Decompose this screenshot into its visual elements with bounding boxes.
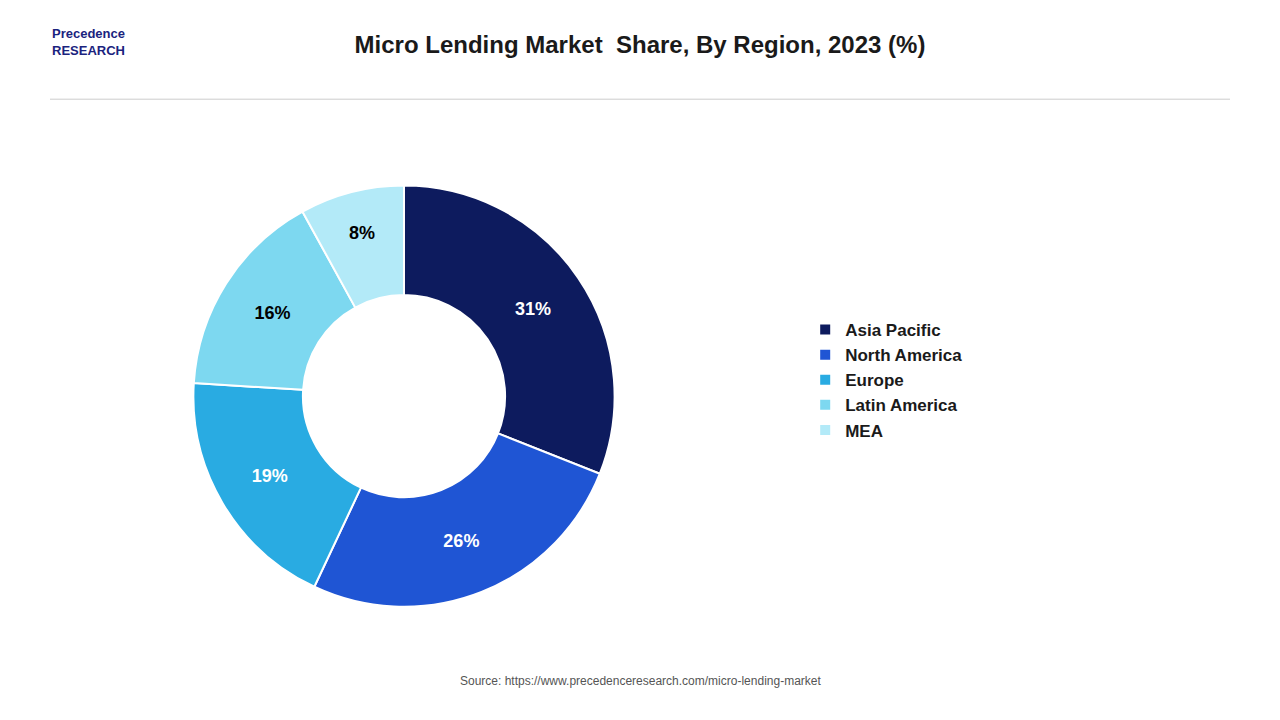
svg-text:PrecedenceRESEARCH: PrecedenceRESEARCH (52, 26, 125, 58)
svg-text:North America: North America (845, 346, 962, 365)
svg-text:Asia Pacific: Asia Pacific (845, 321, 940, 340)
svg-text:26%: 26% (443, 531, 479, 551)
svg-text:MEA: MEA (845, 422, 883, 441)
svg-text:19%: 19% (252, 466, 288, 486)
svg-text:Latin America: Latin America (845, 396, 957, 415)
svg-text:16%: 16% (254, 303, 290, 323)
svg-text:Micro Lending Market Share, B: Micro Lending Market Share, By Region, 2… (355, 31, 926, 58)
svg-text:Source: https://www.precedence: Source: https://www.precedenceresearch.c… (460, 674, 821, 688)
svg-text:Europe: Europe (845, 371, 904, 390)
svg-text:8%: 8% (349, 223, 375, 243)
svg-text:31%: 31% (515, 299, 551, 319)
